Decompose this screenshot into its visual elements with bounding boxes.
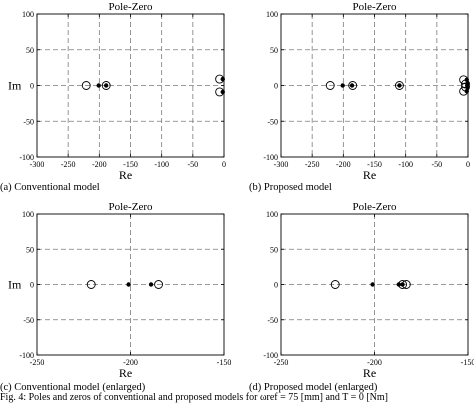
y-tick-label: 100: [266, 210, 278, 219]
y-tick-label: 0: [30, 82, 34, 91]
x-axis-label: Re: [119, 168, 132, 182]
zero-marker: [325, 81, 335, 90]
x-tick-label: -200: [123, 358, 138, 367]
x-tick-label: -250: [30, 358, 45, 367]
y-tick-label: -50: [267, 117, 278, 126]
y-tick-label: -100: [263, 153, 278, 162]
panel-a: -300 -250 -200 -150 -100 -50 0 100 50 0 -50 -100 Pol…: [0, 1, 226, 193]
panel-d: -250 -200 -150 100 50 0 -50 -100 Pole-Zero Re (d) …: [249, 201, 474, 393]
x-tick-label: -300: [30, 160, 45, 169]
pole-marker: [96, 83, 101, 88]
pole-marker: [340, 83, 345, 88]
x-tick-label: -150: [461, 358, 474, 367]
pole-marker: [148, 282, 154, 287]
y-tick-label: -50: [23, 316, 34, 325]
x-axis-label: Re: [119, 366, 132, 380]
pole-marker: [464, 89, 469, 94]
chart-title: Pole-Zero: [353, 201, 397, 213]
x-tick-label: -150: [217, 358, 232, 367]
y-tick-label: 100: [266, 10, 278, 19]
pole-marker: [103, 83, 109, 88]
y-tick-label: -100: [19, 153, 34, 162]
panel-b: -300 -250 -200 -150 -100 -50 0 100 50 0 -50 -100 Pol…: [249, 1, 470, 193]
y-tick-label: -50: [23, 117, 34, 126]
x-tick-label: -150: [367, 160, 382, 169]
zero-marker: [154, 280, 164, 289]
zero-marker: [86, 280, 96, 289]
y-tick-label: 50: [26, 46, 34, 55]
x-tick-label: -150: [123, 160, 138, 169]
y-tick-label: 0: [30, 281, 34, 290]
zero-marker: [330, 280, 340, 289]
x-axis-label: Re: [363, 168, 376, 182]
pole-marker: [349, 83, 355, 88]
x-tick-label: -50: [431, 160, 442, 169]
x-tick-label: -50: [187, 160, 198, 169]
zero-marker: [348, 81, 358, 90]
x-tick-label: 0: [222, 160, 226, 169]
chart-title: Pole-Zero: [353, 1, 397, 13]
y-tick-label: 100: [22, 210, 34, 219]
zero-marker: [81, 81, 91, 90]
x-tick-label: -100: [154, 160, 169, 169]
y-tick-label: 0: [274, 82, 278, 91]
panel-caption: (a) Conventional model: [0, 182, 100, 193]
panel-c: -250 -200 -150 100 50 0 -50 -100 Pole-Zero Re Im (c…: [0, 201, 231, 393]
x-tick-label: -200: [367, 358, 382, 367]
x-tick-label: -100: [398, 160, 413, 169]
y-axis-label: Im: [8, 278, 22, 292]
chart-title: Pole-Zero: [109, 201, 153, 213]
x-tick-label: -250: [274, 358, 289, 367]
y-tick-label: 50: [270, 46, 278, 55]
x-tick-label: -200: [336, 160, 351, 169]
pole-marker: [220, 76, 225, 82]
pole-marker: [396, 282, 402, 287]
zero-marker: [394, 81, 404, 90]
chart-title: Pole-Zero: [109, 1, 153, 13]
x-tick-label: 0: [466, 160, 470, 169]
panel-caption: (c) Conventional model (enlarged): [0, 382, 146, 393]
y-tick-label: 100: [22, 10, 34, 19]
x-tick-label: -250: [61, 160, 76, 169]
figure-caption: Fig. 4: Poles and zeros of conventional …: [0, 392, 388, 403]
pole-marker: [464, 77, 469, 82]
y-tick-label: 50: [26, 245, 34, 254]
panel-caption: (b) Proposed model: [249, 182, 332, 193]
y-tick-label: -100: [19, 351, 34, 360]
y-tick-label: -100: [263, 351, 278, 360]
pole-marker: [400, 282, 405, 287]
pole-marker: [397, 83, 402, 88]
pole-marker: [220, 89, 225, 95]
y-tick-label: 0: [274, 281, 278, 290]
pole-marker: [126, 282, 131, 287]
y-axis-label: Im: [8, 79, 22, 93]
x-tick-label: -300: [274, 160, 289, 169]
y-tick-label: 50: [270, 245, 278, 254]
x-axis-label: Re: [363, 366, 376, 380]
x-tick-label: -250: [305, 160, 320, 169]
x-tick-label: -200: [92, 160, 107, 169]
pole-marker: [465, 84, 470, 90]
zero-marker: [101, 81, 111, 90]
panel-caption: (d) Proposed model (enlarged): [249, 382, 378, 393]
pole-marker: [370, 282, 375, 287]
y-tick-label: -50: [267, 316, 278, 325]
